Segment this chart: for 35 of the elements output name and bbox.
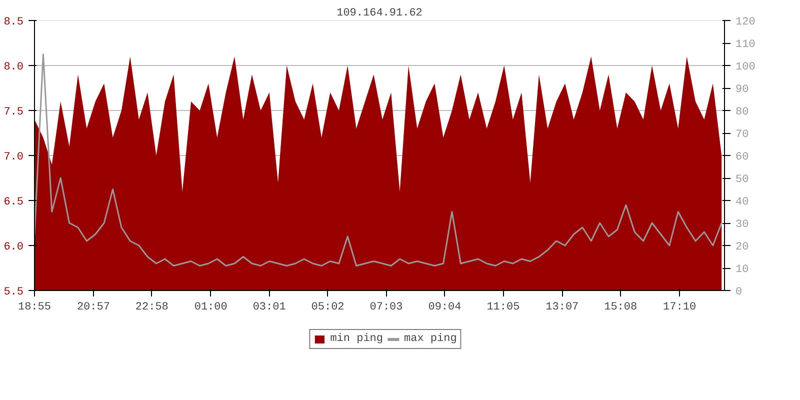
y2-tick-label: 90 [736, 84, 749, 96]
y2-tick-label: 10 [736, 264, 749, 276]
x-tick-label: 09:04 [428, 302, 462, 314]
y-tick-label: 8.5 [4, 16, 24, 28]
x-tick-label: 07:03 [370, 302, 403, 314]
legend-label: min ping [330, 332, 383, 344]
y2-tick-label: 120 [736, 16, 756, 28]
x-tick-label: 22:58 [135, 302, 168, 314]
x-tick-label: 05:02 [311, 302, 344, 314]
chart-title: 109.164.91.62 [336, 8, 422, 20]
y2-tick-label: 60 [736, 152, 749, 164]
y2-tick-label: 40 [736, 196, 749, 208]
y-tick-label: 6.0 [4, 242, 24, 254]
legend-label: max ping [404, 332, 457, 344]
y-tick-label: 7.5 [4, 106, 24, 118]
y2-tick-label: 20 [736, 242, 749, 254]
x-tick-label: 15:08 [604, 302, 638, 314]
y2-tick-label: 70 [736, 129, 749, 141]
y-tick-label: 8.0 [4, 62, 24, 74]
x-tick-label: 20:57 [76, 302, 110, 314]
y2-tick-label: 100 [736, 62, 756, 74]
x-tick-label: 18:55 [18, 302, 52, 314]
y-tick-label: 7.0 [4, 152, 24, 164]
x-tick-label: 13:07 [546, 302, 579, 314]
x-tick-label: 03:01 [252, 302, 286, 314]
y2-tick-label: 0 [736, 286, 742, 298]
x-tick-label: 01:00 [194, 302, 228, 314]
x-tick-label: 11:05 [486, 302, 520, 314]
x-tick-label: 17:10 [663, 302, 696, 314]
y2-tick-label: 50 [736, 174, 749, 186]
y2-tick-label: 80 [736, 106, 749, 118]
y-tick-label: 5.5 [4, 286, 24, 298]
y2-tick-label: 30 [736, 219, 749, 231]
y-tick-label: 6.5 [4, 196, 24, 208]
y2-tick-label: 110 [736, 39, 756, 51]
